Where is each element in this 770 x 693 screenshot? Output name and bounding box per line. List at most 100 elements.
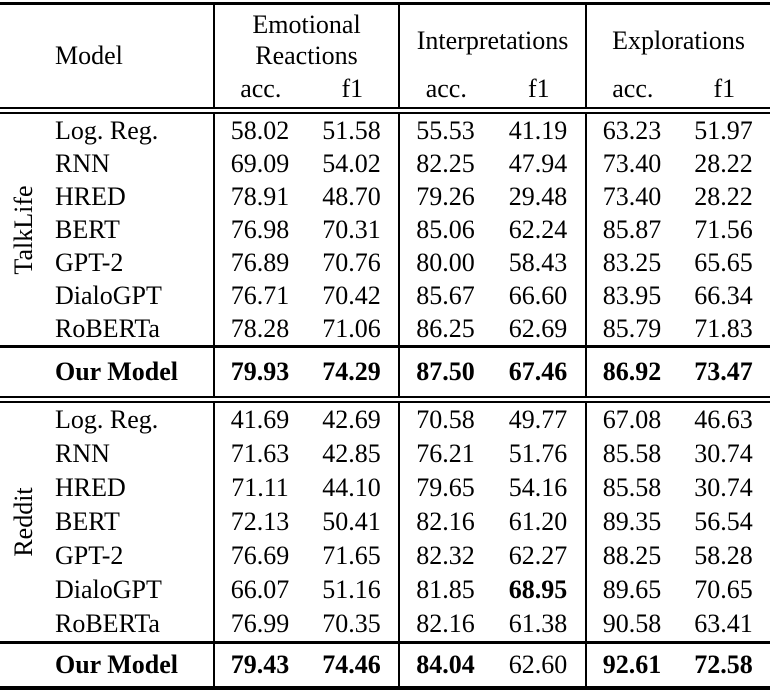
er-acc-value: 76.98	[213, 213, 305, 246]
group-inner: Emotional Reactions acc. f1	[215, 5, 398, 107]
er-f1-value: 70.42	[322, 280, 381, 310]
er-acc-value: 69.09	[213, 147, 305, 180]
ex-f1-value: 30.74	[694, 439, 753, 468]
er-f1-value: 70.31	[322, 214, 381, 244]
subcolumn-labels: acc. f1	[400, 74, 585, 107]
ex-f1-value: 51.97	[694, 115, 753, 145]
table-row: RNN 71.63 42.85 76.21 51.76 85.58 30.74	[0, 437, 770, 471]
table-row: RNN 69.09 54.02 82.25 47.94 73.40 28.22	[0, 147, 770, 180]
dataset-label-reddit: Reddit	[0, 403, 48, 641]
in-f1-value: 66.60	[508, 280, 568, 310]
f1-label: f1	[527, 74, 550, 103]
er-acc-value: 71.63	[213, 437, 305, 471]
group-name-line2: Reactions	[255, 41, 358, 70]
table-row: Reddit Log. Reg. 41.69 42.69 70.58 49.77…	[0, 403, 770, 557]
group-name-line1: Emotional	[252, 10, 361, 39]
er-f1-value: 50.41	[322, 507, 381, 536]
ex-acc-value: 90.58	[585, 607, 677, 641]
ex-f1-value: 71.56	[694, 214, 753, 244]
ex-acc-value: 92.61	[585, 644, 677, 686]
ex-f1-value: 63.41	[694, 609, 753, 638]
table-row: BERT 72.13 50.41 82.16 61.20 89.35 56.54	[0, 505, 770, 539]
rule-top	[0, 2, 770, 5]
ex-acc-value: 88.25	[585, 539, 677, 573]
ex-acc-value: 89.65	[585, 573, 677, 607]
er-f1-value: 74.29	[322, 357, 381, 386]
ex-acc-value: 83.95	[585, 279, 677, 312]
header-model: Model	[55, 41, 123, 70]
in-f1-value: 61.20	[508, 507, 568, 536]
in-acc-value: 82.25	[398, 147, 491, 180]
model-name: Our Model	[55, 357, 179, 386]
ex-acc-value: 63.23	[585, 114, 677, 147]
ex-acc-value: 67.08	[585, 403, 677, 437]
er-f1-value: 42.69	[322, 405, 381, 434]
our-model-reddit-table: Our Model 79.43 74.46 84.04 62.60 92.61 …	[0, 644, 770, 686]
model-name: RNN	[55, 148, 110, 178]
group-name: Emotional Reactions	[215, 5, 398, 75]
dataset-label-text: Reddit	[9, 487, 38, 557]
model-name: Our Model	[55, 650, 179, 679]
in-acc-value: 85.06	[398, 213, 491, 246]
ex-acc-value: 85.79	[585, 312, 677, 345]
header-group-interpretations: Interpretations acc. f1	[398, 5, 585, 107]
group-inner: Explorations acc. f1	[587, 5, 770, 107]
group-name: Explorations	[612, 25, 745, 55]
model-name: GPT-2	[55, 541, 124, 570]
er-acc-value: 76.69	[213, 539, 305, 573]
ex-acc-value: 73.40	[585, 147, 677, 180]
er-acc-value: 79.93	[213, 348, 305, 396]
in-acc-value: 55.53	[398, 114, 491, 147]
ex-acc-value: 85.58	[585, 437, 677, 471]
in-acc-value: 79.26	[398, 180, 491, 213]
ex-acc-value: 89.35	[585, 505, 677, 539]
er-f1-value: 44.10	[322, 473, 381, 502]
ex-f1-value: 56.54	[694, 507, 753, 536]
header-row: Model Emotional Reactions acc. f1 Interp…	[0, 5, 770, 107]
ex-f1-value: 70.65	[694, 575, 753, 604]
model-name: BERT	[55, 507, 120, 536]
in-acc-value: 86.25	[398, 312, 491, 345]
ex-acc-value: 85.58	[585, 471, 677, 505]
er-f1-value: 51.16	[322, 575, 381, 604]
in-f1-value: 58.43	[508, 247, 568, 277]
f1-label: f1	[713, 74, 736, 103]
table-row: RoBERTa 78.28 71.06 86.25 62.69 85.79 71…	[0, 312, 770, 345]
er-acc-value: 76.89	[213, 246, 305, 279]
table-row: DialoGPT 66.07 51.16 81.85 68.95 89.65 7…	[0, 573, 770, 607]
model-name: RNN	[55, 439, 110, 468]
ex-acc-value: 85.87	[585, 213, 677, 246]
ex-f1-value: 71.83	[694, 313, 753, 343]
header-table: Model Emotional Reactions acc. f1 Interp…	[0, 5, 770, 107]
rule-double-section	[0, 396, 770, 403]
in-acc-value: 82.16	[398, 607, 491, 641]
f1-label: f1	[341, 74, 364, 103]
model-name: HRED	[55, 181, 126, 211]
rule-bottom	[0, 686, 770, 690]
group-inner: Interpretations acc. f1	[400, 5, 585, 107]
ex-acc-value: 86.92	[585, 348, 677, 396]
table-row: GPT-2 76.89 70.76 80.00 58.43 83.25 65.6…	[0, 246, 770, 279]
model-name: RoBERTa	[55, 609, 160, 638]
dataset-label-talklife: TalkLife	[0, 114, 48, 345]
ex-f1-value: 65.65	[694, 247, 753, 277]
in-f1-value: 62.27	[508, 541, 568, 570]
er-f1-value: 70.76	[322, 247, 381, 277]
in-acc-value: 70.58	[398, 403, 491, 437]
subcolumn-labels: acc. f1	[215, 74, 398, 107]
in-acc-value: 87.50	[398, 348, 491, 396]
table-row: DialoGPT 76.71 70.42 85.67 66.60 83.95 6…	[0, 279, 770, 312]
ex-acc-value: 73.40	[585, 180, 677, 213]
model-name: DialoGPT	[55, 280, 162, 310]
in-f1-value: 62.69	[508, 313, 568, 343]
er-f1-value: 51.58	[322, 115, 381, 145]
ex-f1-value: 73.47	[694, 357, 753, 386]
ex-f1-value: 66.34	[694, 280, 753, 310]
talklife-table: TalkLife Log. Reg. 58.02 51.58 55.53 41.…	[0, 114, 770, 345]
er-acc-value: 72.13	[213, 505, 305, 539]
ex-f1-value: 46.63	[694, 405, 753, 434]
table-row: HRED 71.11 44.10 79.65 54.16 85.58 30.74	[0, 471, 770, 505]
er-f1-value: 48.70	[322, 181, 381, 211]
in-f1-value: 67.46	[508, 357, 568, 386]
in-f1-value: 61.38	[508, 609, 568, 638]
